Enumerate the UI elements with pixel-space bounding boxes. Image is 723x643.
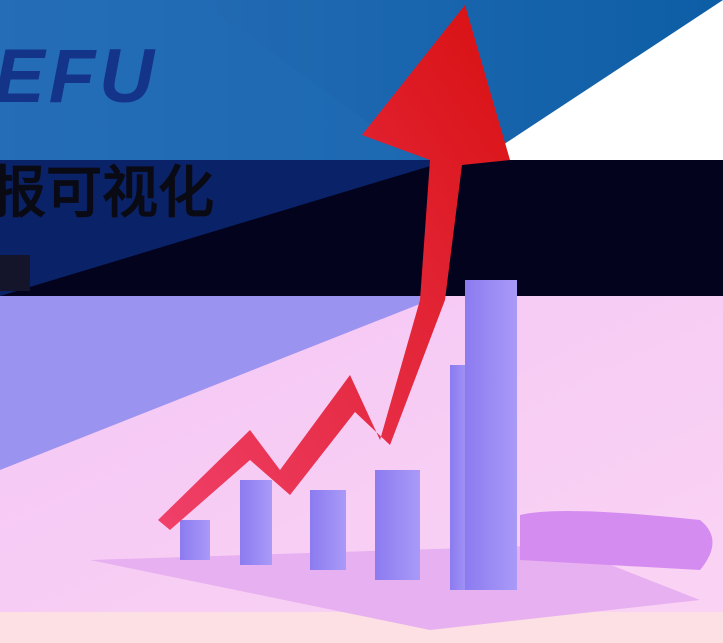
banner: EFU 报可视化	[0, 0, 723, 643]
paper-roll	[520, 511, 713, 570]
logo: EFU	[0, 34, 158, 119]
bottom-strip	[0, 612, 723, 643]
bar	[180, 520, 210, 560]
headline: 报可视化	[0, 161, 214, 226]
page: {"banner": {"logo": "EFU", "headline": "…	[0, 0, 723, 643]
bar	[240, 480, 272, 565]
bar	[465, 280, 517, 590]
bar	[375, 470, 420, 580]
bar	[310, 490, 346, 570]
cropped-glyph	[0, 255, 30, 291]
